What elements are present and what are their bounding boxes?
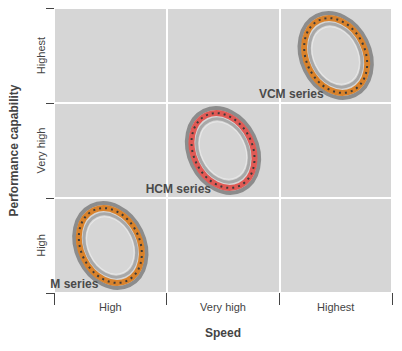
svg-text:Highest: Highest — [35, 37, 47, 74]
svg-text:High: High — [35, 234, 47, 257]
svg-text:Performance capability: Performance capability — [7, 84, 21, 216]
svg-text:Speed: Speed — [205, 326, 241, 340]
svg-text:Highest: Highest — [317, 301, 354, 313]
svg-text:High: High — [99, 301, 122, 313]
svg-text:VCM series: VCM series — [259, 87, 324, 101]
svg-text:Very high: Very high — [35, 128, 47, 174]
svg-text:Very high: Very high — [200, 301, 246, 313]
svg-text:M series: M series — [50, 277, 98, 291]
svg-text:HCM series: HCM series — [146, 182, 212, 196]
